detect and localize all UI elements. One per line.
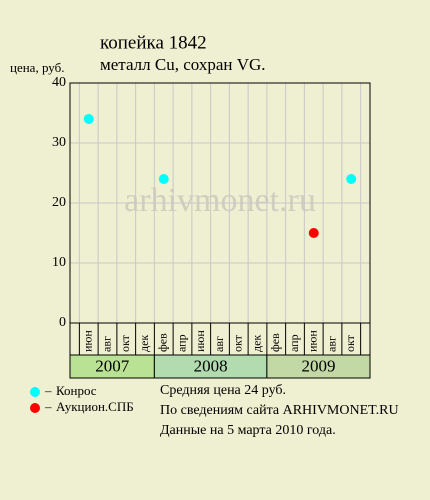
legend-dash: – bbox=[44, 399, 52, 414]
note: Средняя цена 24 руб. bbox=[160, 383, 286, 398]
y-tick-label: 20 bbox=[52, 195, 66, 210]
month-label: авг bbox=[324, 336, 338, 352]
month-label: дек bbox=[249, 335, 263, 352]
month-label: июн bbox=[306, 330, 320, 352]
chart-title: копейка 1842 bbox=[100, 32, 207, 53]
month-label: авг bbox=[99, 336, 113, 352]
note: По сведениям сайта ARHIVMONET.RU bbox=[160, 403, 399, 418]
year-label: 2007 bbox=[95, 356, 130, 375]
month-label: фев bbox=[156, 333, 170, 352]
month-row-frame bbox=[69, 322, 371, 356]
point bbox=[346, 174, 357, 184]
y-tick-label: 30 bbox=[52, 135, 66, 150]
month-label: окт bbox=[231, 334, 245, 352]
y-axis-label: цена, руб. bbox=[10, 60, 64, 75]
point bbox=[83, 114, 94, 124]
y-tick-label: 40 bbox=[52, 75, 66, 90]
y-tick-label: 0 bbox=[59, 315, 66, 330]
month-label: июн bbox=[81, 330, 95, 352]
point bbox=[308, 228, 319, 238]
watermark: arhivmonet.ru bbox=[124, 182, 316, 219]
legend-marker bbox=[30, 387, 40, 397]
legend-dash: – bbox=[44, 383, 52, 398]
chart-subtitle: металл Cu, сохран VG. bbox=[100, 55, 266, 74]
y-tick-label: 10 bbox=[52, 255, 66, 270]
note: Данные на 5 марта 2010 года. bbox=[160, 423, 336, 438]
month-label: июн bbox=[193, 330, 207, 352]
month-label: дек bbox=[137, 335, 151, 352]
month-label: апр bbox=[174, 334, 188, 352]
year-label: 2009 bbox=[301, 356, 335, 375]
legend-label: Конрос bbox=[56, 383, 97, 398]
month-label: апр bbox=[287, 334, 301, 352]
year-label: 2008 bbox=[194, 356, 228, 375]
month-label: окт bbox=[343, 334, 357, 352]
legend-label: Аукцион.СПБ bbox=[56, 399, 134, 414]
month-label: фев bbox=[268, 333, 282, 352]
month-label: авг bbox=[212, 336, 226, 352]
point bbox=[158, 174, 169, 184]
legend-marker bbox=[30, 403, 40, 413]
month-label: окт bbox=[118, 334, 132, 352]
